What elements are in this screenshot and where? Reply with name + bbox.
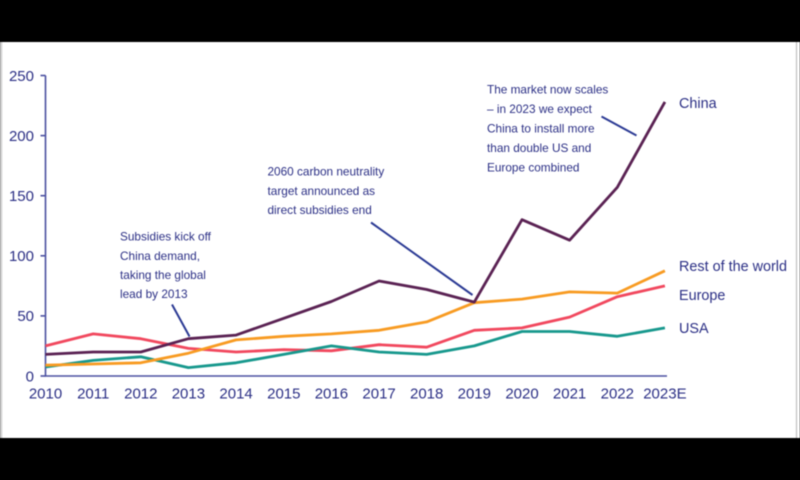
svg-text:Europe combined: Europe combined	[487, 161, 579, 175]
svg-text:200: 200	[9, 128, 34, 145]
svg-text:2017: 2017	[362, 386, 395, 403]
svg-text:2011: 2011	[77, 386, 109, 403]
svg-text:150: 150	[9, 188, 34, 205]
svg-text:lead by 2013: lead by 2013	[120, 287, 188, 301]
svg-text:China to install more: China to install more	[487, 122, 595, 136]
svg-text:Europe: Europe	[679, 288, 725, 304]
svg-text:The market now scales: The market now scales	[487, 82, 608, 96]
svg-text:China demand,: China demand,	[120, 249, 200, 263]
svg-text:2023E: 2023E	[643, 386, 686, 403]
svg-text:2018: 2018	[410, 386, 443, 403]
svg-text:2012: 2012	[124, 386, 157, 403]
svg-text:Subsidies kick off: Subsidies kick off	[120, 230, 212, 244]
svg-text:2015: 2015	[267, 386, 300, 403]
svg-text:than double US and: than double US and	[487, 141, 591, 155]
svg-text:direct subsidies end: direct subsidies end	[268, 203, 372, 217]
svg-text:2016: 2016	[315, 386, 348, 403]
svg-text:– in 2023 we expect: – in 2023 we expect	[487, 102, 593, 116]
svg-text:50: 50	[17, 308, 34, 325]
svg-text:250: 250	[9, 68, 34, 85]
svg-text:2020: 2020	[505, 386, 538, 403]
svg-text:taking the global: taking the global	[120, 268, 206, 282]
svg-text:100: 100	[9, 248, 34, 265]
svg-text:2013: 2013	[172, 386, 205, 403]
svg-text:USA: USA	[679, 321, 709, 337]
svg-text:Rest of the world: Rest of the world	[679, 259, 787, 275]
svg-text:2021: 2021	[553, 386, 586, 403]
svg-text:China: China	[679, 96, 717, 112]
svg-text:2022: 2022	[601, 386, 634, 403]
svg-text:0: 0	[26, 368, 34, 385]
svg-text:target announced as: target announced as	[268, 184, 376, 198]
svg-text:2019: 2019	[458, 386, 491, 403]
svg-text:2060 carbon neutrality: 2060 carbon neutrality	[268, 165, 385, 179]
svg-text:2014: 2014	[219, 386, 252, 403]
svg-text:2010: 2010	[29, 386, 62, 403]
